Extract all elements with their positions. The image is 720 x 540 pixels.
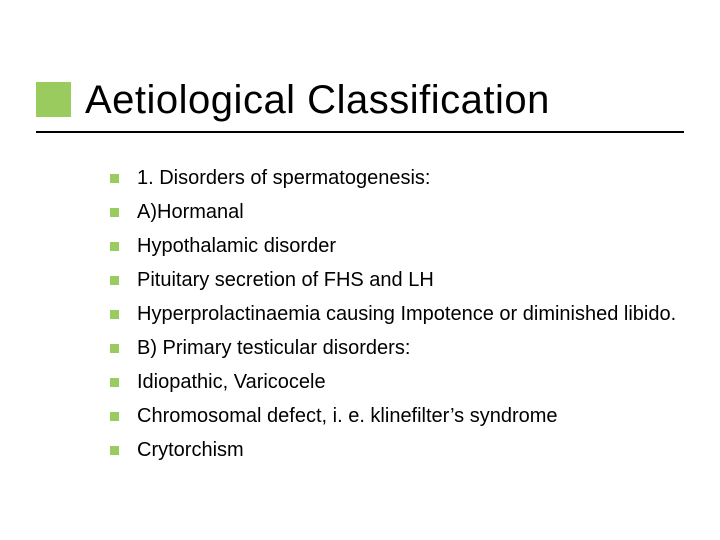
list-item: A)Hormanal	[110, 199, 680, 226]
list-item: Hypothalamic disorder	[110, 233, 680, 260]
bullet-icon	[110, 174, 119, 183]
accent-box	[36, 82, 71, 117]
list-item-text: A)Hormanal	[137, 199, 680, 226]
list-item: Idiopathic, Varicocele	[110, 369, 680, 396]
bullet-icon	[110, 378, 119, 387]
title-underline	[36, 131, 684, 133]
list-item: Crytorchism	[110, 437, 680, 464]
list-item: Pituitary secretion of FHS and LH	[110, 267, 680, 294]
bullet-icon	[110, 208, 119, 217]
list-item-text: Hyperprolactinaemia causing Impotence or…	[137, 301, 680, 328]
slide: Aetiological Classification 1. Disorders…	[0, 0, 720, 540]
list-item: 1. Disorders of spermatogenesis:	[110, 165, 680, 192]
body-list: 1. Disorders of spermatogenesis: A)Horma…	[110, 165, 680, 471]
list-item-text: Chromosomal defect, i. e. klinefilter’s …	[137, 403, 680, 430]
list-item-text: Pituitary secretion of FHS and LH	[137, 267, 680, 294]
list-item: Chromosomal defect, i. e. klinefilter’s …	[110, 403, 680, 430]
list-item-text: Hypothalamic disorder	[137, 233, 680, 260]
list-item: B) Primary testicular disorders:	[110, 335, 680, 362]
bullet-icon	[110, 446, 119, 455]
list-item-text: Idiopathic, Varicocele	[137, 369, 680, 396]
list-item-text: 1. Disorders of spermatogenesis:	[137, 165, 680, 192]
bullet-icon	[110, 412, 119, 421]
list-item: Hyperprolactinaemia causing Impotence or…	[110, 301, 680, 328]
bullet-icon	[110, 242, 119, 251]
list-item-text: B) Primary testicular disorders:	[137, 335, 680, 362]
list-item-text: Crytorchism	[137, 437, 680, 464]
slide-title: Aetiological Classification	[85, 78, 550, 123]
bullet-icon	[110, 344, 119, 353]
bullet-icon	[110, 276, 119, 285]
bullet-icon	[110, 310, 119, 319]
